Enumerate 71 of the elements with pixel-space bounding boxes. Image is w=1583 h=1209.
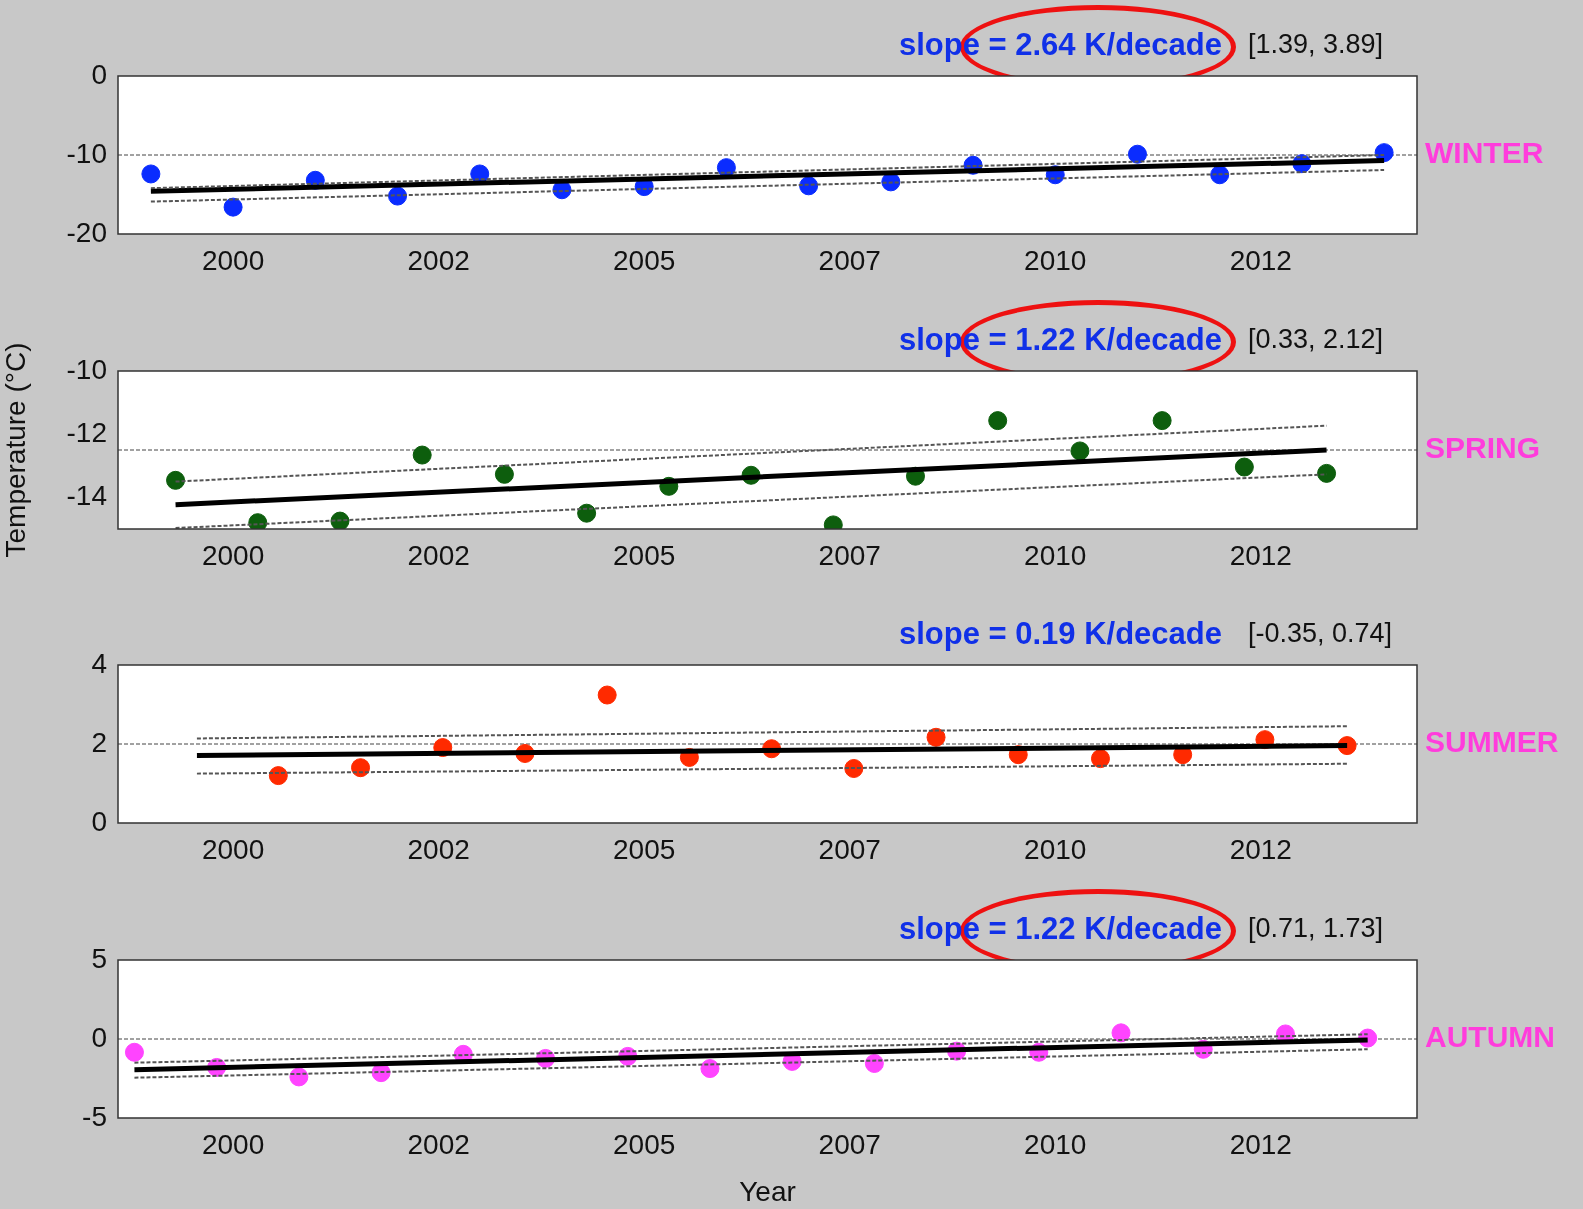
x-tick-label: 2000: [201, 833, 265, 865]
text: [1.39, 3.89]: [1248, 29, 1384, 60]
x-axis-title: Year: [739, 1175, 796, 1207]
x-tick-label: 2002: [407, 833, 470, 865]
point: [700, 1058, 720, 1078]
x-tick-label: 2007: [818, 1128, 881, 1160]
x-tick-label: 2010: [1024, 833, 1087, 865]
x-tick-label: 2012: [1229, 244, 1292, 276]
point: [268, 766, 288, 786]
x-tick-label: 2000: [201, 244, 265, 276]
x-tick-label: 2005: [613, 539, 676, 571]
x-tick-label: 2002: [407, 539, 470, 571]
point: [351, 758, 371, 778]
y-tick-label: -12: [66, 416, 107, 448]
y-tick-label: 0: [91, 805, 107, 837]
point: [412, 445, 432, 465]
x-tick-label: 2012: [1229, 539, 1292, 571]
x-tick-label: 2010: [1024, 539, 1087, 571]
point: [597, 685, 617, 705]
x-tick-label: 2010: [1024, 1128, 1087, 1160]
point: [1317, 463, 1337, 483]
point: [1090, 749, 1110, 769]
x-tick-label: 2005: [613, 244, 676, 276]
point: [141, 164, 161, 184]
y-axis-title: Temperature (°C): [0, 341, 31, 558]
x-tick-label: 2000: [201, 1128, 265, 1160]
x-tick-label: 2007: [818, 539, 881, 571]
y-tick-label: -14: [66, 479, 107, 511]
text: SUMMER: [1425, 725, 1559, 759]
x-tick-label: 2012: [1229, 833, 1292, 865]
point: [926, 727, 946, 747]
x-tick-label: 2005: [613, 1128, 676, 1160]
x-tick-label: 2002: [407, 1128, 470, 1160]
x-tick-label: 2007: [818, 244, 881, 276]
point: [1070, 440, 1090, 460]
text: [-0.35, 0.74]: [1248, 618, 1393, 649]
y-tick-label: 4: [91, 647, 107, 679]
y-tick-label: -10: [66, 137, 107, 169]
text: AUTUMN: [1425, 1019, 1555, 1053]
text: WINTER: [1425, 136, 1544, 170]
point: [1152, 410, 1172, 430]
x-tick-label: 2002: [407, 244, 470, 276]
point: [1111, 1022, 1131, 1042]
point: [330, 511, 350, 529]
x-tick-label: 2012: [1229, 1128, 1292, 1160]
y-tick-label: 2: [91, 726, 107, 758]
point: [223, 197, 243, 217]
text: [0.71, 1.73]: [1248, 912, 1384, 943]
text: slope = 0.19 K/decade: [898, 615, 1222, 651]
point: [1127, 144, 1147, 164]
point: [799, 176, 819, 196]
point: [844, 758, 864, 778]
point: [494, 464, 514, 484]
point: [577, 503, 597, 523]
x-tick-label: 2005: [613, 833, 676, 865]
x-tick-label: 2007: [818, 833, 881, 865]
point: [166, 470, 186, 490]
y-tick-label: -5: [82, 1100, 107, 1132]
point: [864, 1053, 884, 1073]
text: SPRING: [1425, 430, 1541, 464]
y-tick-label: -20: [66, 216, 107, 248]
point: [124, 1042, 144, 1062]
text: [0.33, 2.12]: [1248, 323, 1384, 354]
y-tick-label: 0: [91, 58, 107, 90]
y-tick-label: 5: [91, 942, 107, 974]
y-tick-label: -10: [66, 353, 107, 385]
x-tick-label: 2000: [201, 539, 265, 571]
y-tick-label: 0: [91, 1021, 107, 1053]
point: [1234, 457, 1254, 477]
x-tick-label: 2010: [1024, 244, 1087, 276]
point: [988, 410, 1008, 430]
